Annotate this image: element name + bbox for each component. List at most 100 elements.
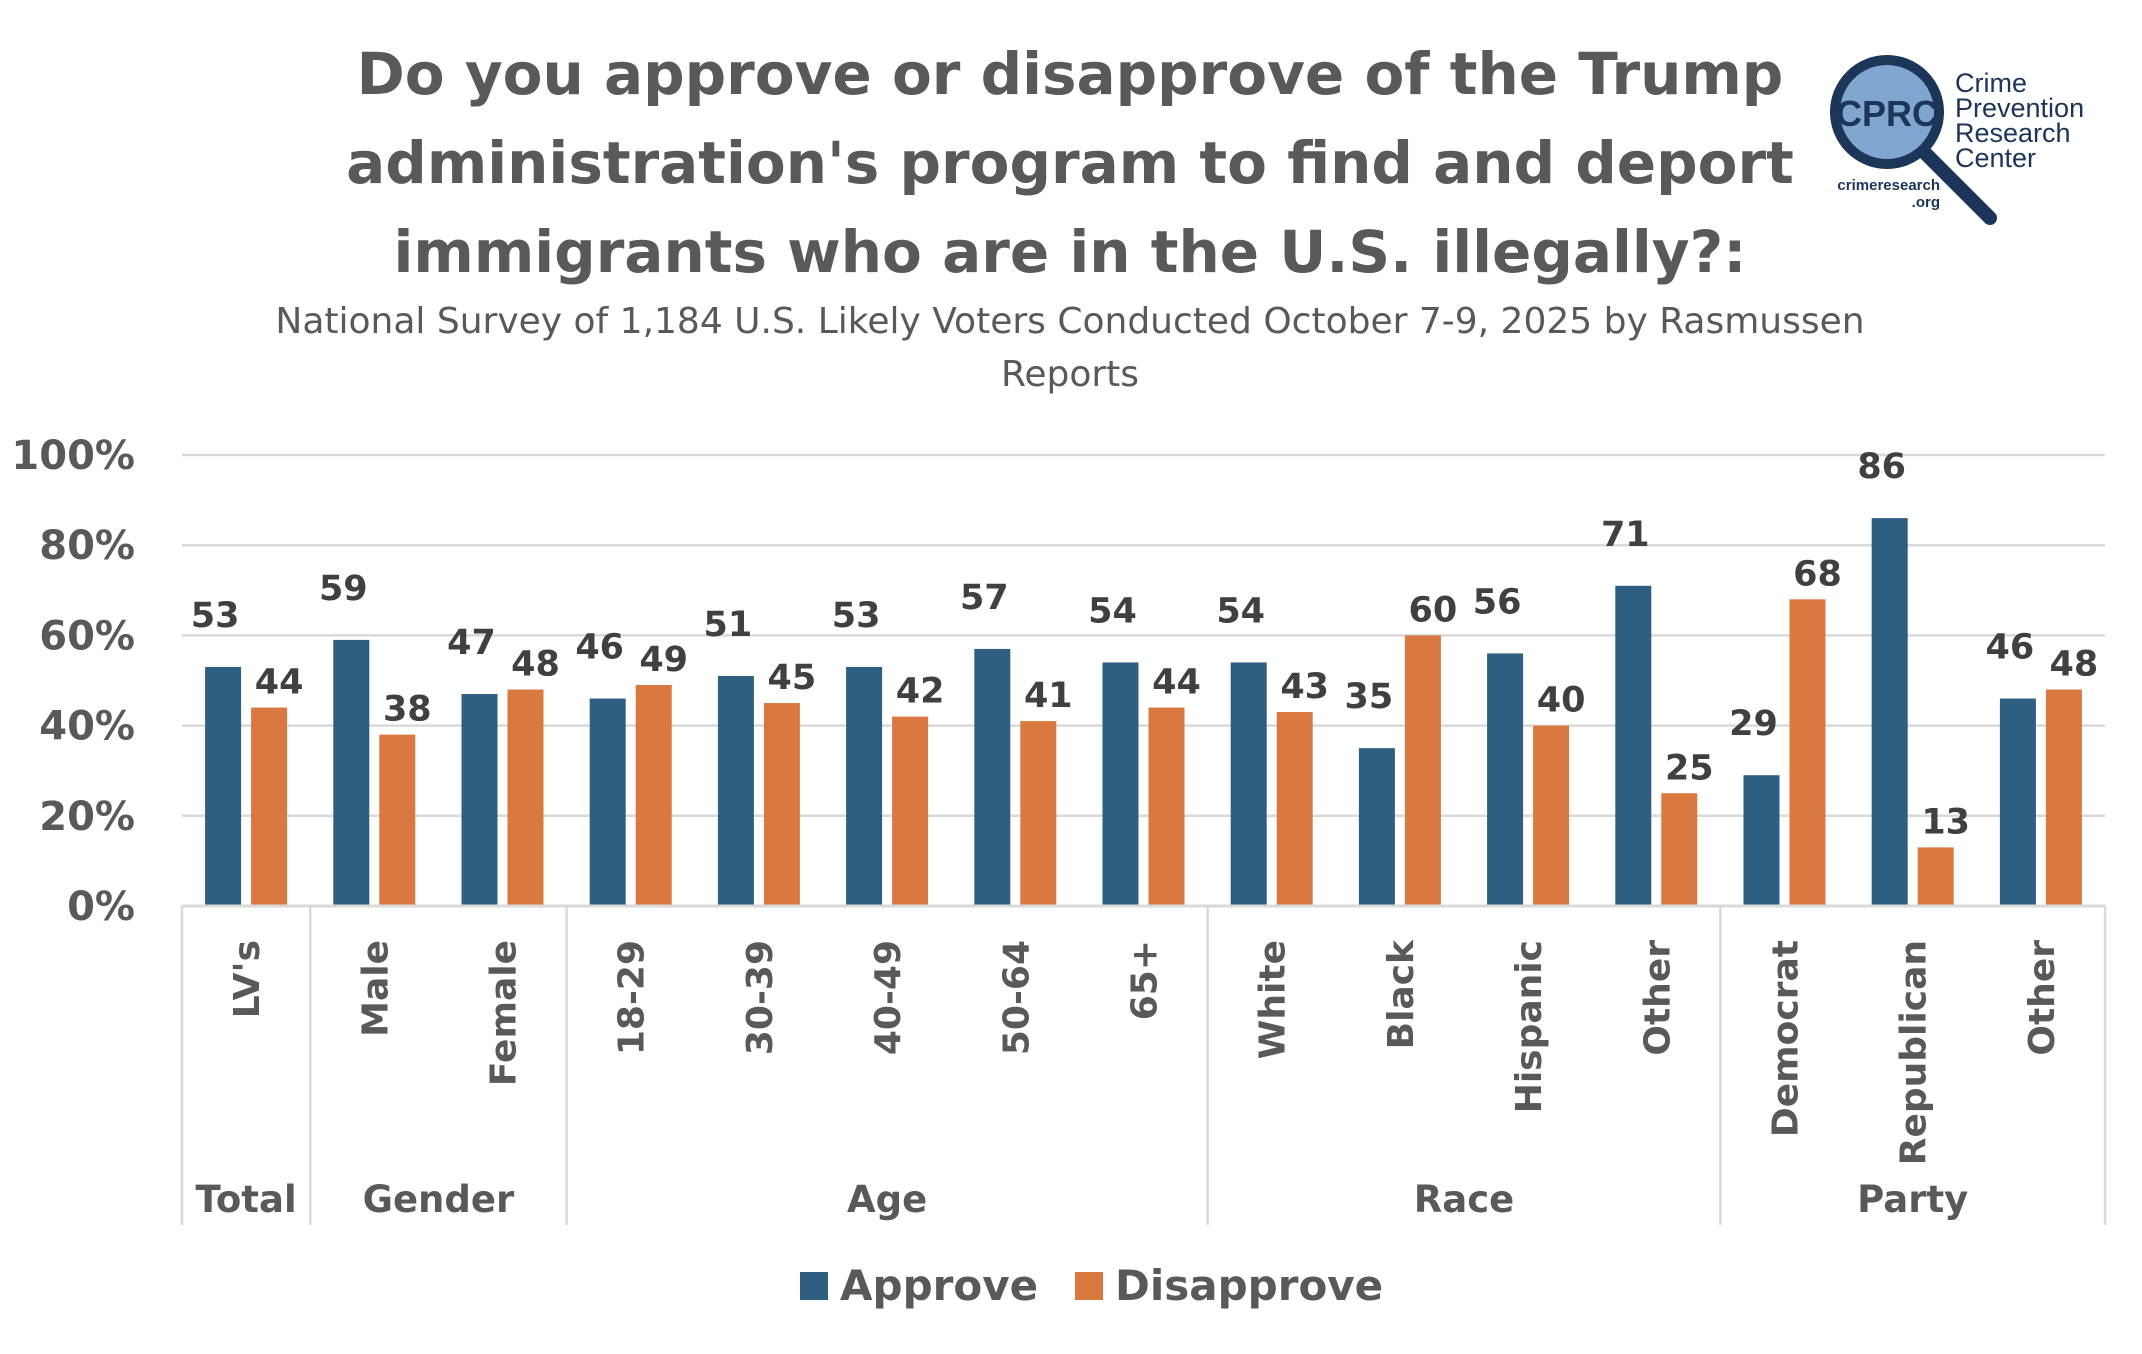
- bar-approve: [717, 675, 754, 906]
- y-tick-label: 0%: [67, 884, 135, 930]
- data-label: 53: [191, 596, 240, 636]
- legend-swatch-disapprove: [1075, 1272, 1103, 1300]
- category-label: Female: [484, 940, 525, 1086]
- category-label: 50-64: [996, 940, 1037, 1055]
- data-label: 51: [704, 605, 753, 645]
- data-label: 38: [383, 690, 432, 730]
- bar-approve: [589, 698, 626, 906]
- bar-disapprove: [1533, 725, 1570, 906]
- data-label: 54: [1216, 591, 1265, 631]
- category-label: Other: [2022, 940, 2063, 1056]
- bar-approve: [1358, 748, 1395, 906]
- cprc-logo: CPRC Crime Prevention Research Center cr…: [1830, 55, 2084, 225]
- y-tick-label: 60%: [39, 613, 135, 659]
- bar-approve: [1871, 518, 1908, 906]
- svg-text:Crime: Crime: [1955, 68, 2027, 98]
- y-tick-label: 80%: [39, 523, 135, 569]
- data-label: 56: [1473, 582, 1522, 622]
- data-label: 46: [575, 628, 624, 668]
- category-label: Black: [1381, 939, 1422, 1049]
- data-label: 45: [768, 658, 817, 698]
- y-tick-label: 40%: [39, 704, 135, 750]
- bar-approve: [1102, 662, 1139, 906]
- category-label: 40-49: [868, 940, 909, 1055]
- logo-initials: CPRC: [1836, 93, 1938, 134]
- bar-disapprove: [635, 685, 672, 906]
- data-label: 49: [639, 640, 688, 680]
- y-tick-label: 20%: [39, 794, 135, 840]
- bar-disapprove: [1789, 599, 1826, 906]
- bar-approve: [1230, 662, 1267, 906]
- bar-disapprove: [763, 703, 800, 906]
- category-label: 65+: [1125, 940, 1166, 1020]
- data-label: 44: [255, 663, 304, 703]
- bar-disapprove: [892, 716, 929, 906]
- bar-approve: [461, 694, 498, 906]
- category-label: Male: [355, 940, 396, 1037]
- data-label: 48: [511, 645, 560, 685]
- category-label: White: [1253, 940, 1294, 1059]
- bar-disapprove: [379, 734, 416, 906]
- data-label: 60: [1409, 590, 1458, 630]
- data-label: 54: [1088, 591, 1137, 631]
- data-label: 44: [1152, 663, 1201, 703]
- legend-swatch-approve: [800, 1272, 828, 1300]
- category-label: 18-29: [612, 940, 653, 1055]
- bar-disapprove: [1276, 712, 1313, 906]
- svg-text:crimeresearch: crimeresearch: [1837, 177, 1940, 194]
- bar-approve: [1615, 585, 1652, 906]
- bar-approve: [1743, 775, 1780, 906]
- bar-approve: [1999, 698, 2036, 906]
- data-label: 35: [1345, 677, 1394, 717]
- bar-disapprove: [1020, 721, 1057, 906]
- bar-disapprove: [507, 689, 544, 906]
- data-label: 40: [1537, 681, 1586, 721]
- category-label: Republican: [1894, 940, 1935, 1165]
- group-label: Total: [196, 1178, 297, 1221]
- bar-disapprove: [251, 707, 288, 906]
- data-label: 42: [896, 672, 945, 712]
- category-label: Other: [1637, 940, 1678, 1056]
- data-label: 13: [1921, 802, 1970, 842]
- bar-disapprove: [1404, 635, 1441, 906]
- category-label: Democrat: [1766, 940, 1807, 1137]
- category-label: 30-39: [740, 940, 781, 1055]
- chart-subtitle: National Survey of 1,184 U.S. Likely Vot…: [275, 301, 1865, 395]
- data-label: 86: [1857, 447, 1906, 487]
- data-label: 68: [1793, 554, 1842, 594]
- legend-label: Approve: [840, 1261, 1038, 1310]
- svg-text:Prevention: Prevention: [1955, 93, 2084, 123]
- bar-approve: [205, 666, 242, 906]
- legend-label: Disapprove: [1115, 1261, 1383, 1310]
- svg-text:Research: Research: [1955, 118, 2071, 148]
- data-label: 57: [960, 578, 1009, 618]
- y-tick-label: 100%: [11, 433, 135, 479]
- data-label: 59: [319, 569, 368, 609]
- data-label: 47: [447, 623, 496, 663]
- data-label: 25: [1665, 748, 1714, 788]
- bar-approve: [974, 648, 1011, 906]
- bar-approve: [333, 639, 370, 906]
- bar-disapprove: [2045, 689, 2082, 906]
- data-label: 41: [1024, 676, 1073, 716]
- category-label: Hispanic: [1509, 940, 1550, 1113]
- bar-disapprove: [1917, 847, 1954, 906]
- data-label: 71: [1601, 515, 1650, 555]
- data-label: 46: [1986, 628, 2035, 668]
- group-label: Gender: [363, 1178, 515, 1221]
- chart-title: Do you approve or disapprove of the Trum…: [346, 40, 1794, 286]
- group-label: Race: [1414, 1178, 1515, 1221]
- group-label: Age: [847, 1178, 927, 1221]
- svg-text:Center: Center: [1955, 143, 2036, 173]
- svg-text:.org: .org: [1912, 194, 1940, 211]
- bar-disapprove: [1661, 793, 1698, 906]
- data-label: 53: [832, 596, 881, 636]
- category-label: LV's: [227, 940, 268, 1018]
- data-label: 48: [2050, 645, 2099, 685]
- data-label: 43: [1280, 667, 1329, 707]
- bar-disapprove: [1148, 707, 1185, 906]
- data-label: 29: [1729, 704, 1778, 744]
- bar-approve: [846, 666, 883, 906]
- group-label: Party: [1857, 1178, 1968, 1221]
